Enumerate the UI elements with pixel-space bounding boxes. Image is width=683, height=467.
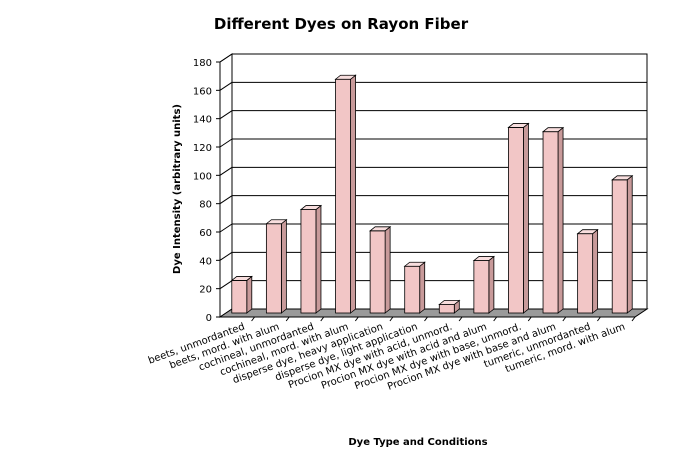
bar-5-top xyxy=(368,226,392,232)
bar-3-side xyxy=(315,204,322,314)
bar-8-side xyxy=(488,255,495,314)
y-tick-label: 120 xyxy=(193,143,212,154)
bar-1-side xyxy=(246,275,253,314)
y-axis-title: Dye Intensity (arbitrary units) xyxy=(172,104,183,274)
bar-2 xyxy=(265,223,282,314)
bar-1-top xyxy=(230,276,253,281)
y-tick-label: 0 xyxy=(206,313,212,324)
y-tick-label: 160 xyxy=(193,86,212,97)
x-axis-title: Dye Type and Conditions xyxy=(348,437,487,448)
gridline xyxy=(219,195,233,205)
x-tick xyxy=(597,316,601,322)
bar-11-side xyxy=(592,228,599,314)
bar-2-top xyxy=(265,219,288,225)
side-wall xyxy=(219,53,233,318)
bar-11 xyxy=(577,233,594,314)
bar-1 xyxy=(231,280,248,314)
x-tick xyxy=(285,316,290,322)
bar-8-top xyxy=(472,256,496,261)
bar-7-top xyxy=(438,300,461,305)
gridline xyxy=(219,110,233,120)
bar-10 xyxy=(542,131,559,314)
gridline xyxy=(219,280,233,290)
bar-12 xyxy=(611,179,628,314)
bar-2-side xyxy=(280,218,287,314)
bar-12-top xyxy=(611,175,634,181)
bar-6-side xyxy=(419,261,426,314)
x-tick xyxy=(527,316,532,322)
bar-3 xyxy=(300,209,317,314)
bar-8 xyxy=(473,260,490,314)
bar-3-top xyxy=(299,205,323,210)
x-tick xyxy=(562,316,567,322)
x-tick xyxy=(458,316,463,322)
bar-9-top xyxy=(507,123,530,128)
bar-5 xyxy=(369,230,386,314)
bar-4-side xyxy=(350,74,356,314)
x-tick xyxy=(424,316,428,322)
bar-10-top xyxy=(541,127,565,133)
bar-7 xyxy=(438,304,455,314)
bar-6-top xyxy=(403,261,426,267)
y-tick-label: 180 xyxy=(193,58,212,69)
y-tick-label: 40 xyxy=(199,256,212,267)
x-tick xyxy=(320,316,325,322)
gridline xyxy=(219,166,233,176)
gridline xyxy=(219,81,233,91)
bar-5-side xyxy=(384,226,391,314)
y-tick-label: 80 xyxy=(199,200,212,211)
y-tick-label: 60 xyxy=(199,228,212,239)
x-tick xyxy=(354,316,359,322)
bar-11-top xyxy=(576,229,599,235)
bar-9 xyxy=(508,127,524,314)
x-tick xyxy=(251,316,255,322)
gridline xyxy=(219,53,233,63)
x-tick xyxy=(493,316,498,322)
x-tick xyxy=(631,316,636,322)
gridline xyxy=(219,223,233,233)
bar-4 xyxy=(335,78,351,314)
bar-10-side xyxy=(557,126,564,314)
y-tick-label: 100 xyxy=(193,171,212,182)
x-tick xyxy=(389,316,394,322)
bar-6 xyxy=(404,265,421,314)
chart-title: Different Dyes on Rayon Fiber xyxy=(214,15,469,33)
bar-4-top xyxy=(334,74,357,80)
y-tick-label: 140 xyxy=(193,115,212,126)
bar-12-side xyxy=(626,175,633,314)
y-tick-label: 20 xyxy=(199,285,212,296)
gridline xyxy=(219,138,233,148)
bar-9-side xyxy=(523,122,529,314)
gridline xyxy=(219,251,233,261)
